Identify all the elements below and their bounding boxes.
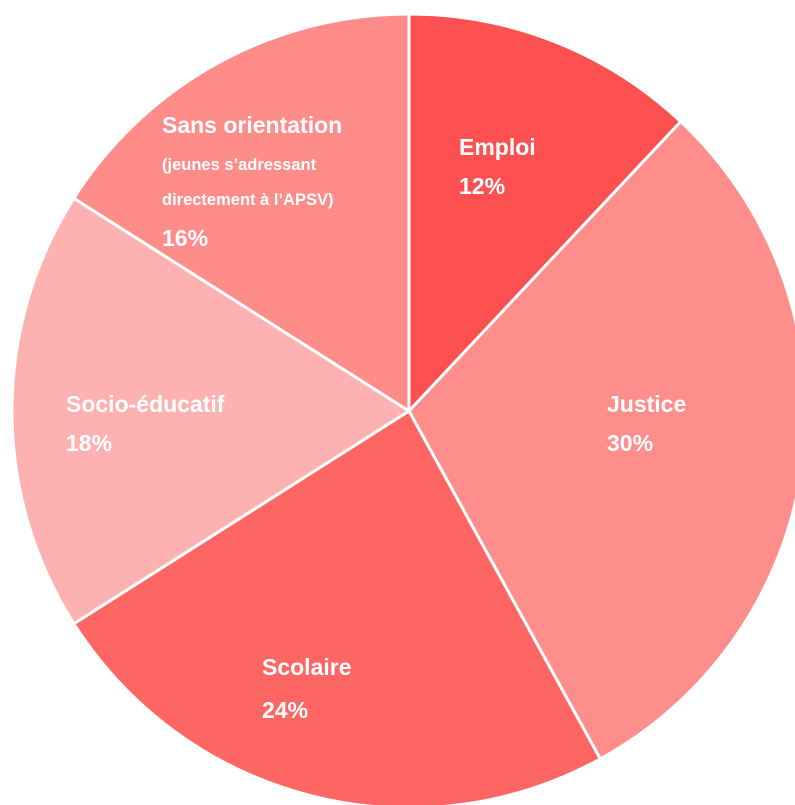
pie-slices bbox=[10, 12, 795, 805]
slice-label-sans-orientation-percent: 16% bbox=[162, 225, 208, 251]
slice-label-justice-percent: 30% bbox=[607, 430, 653, 456]
slice-label-socio-educatif-percent: 18% bbox=[66, 430, 112, 456]
pie-slice-socio-educatif bbox=[10, 196, 411, 626]
slice-label-sans-orientation-note-line-1: (jeunes s’adressant bbox=[162, 156, 317, 174]
slice-label-justice-name: Justice bbox=[607, 391, 686, 417]
slice-label-emploi: Emploi 12% bbox=[459, 134, 536, 199]
slice-label-socio-educatif: Socio-éducatif 18% bbox=[66, 391, 225, 456]
slice-label-emploi-name: Emploi bbox=[459, 134, 536, 160]
slice-label-scolaire: Scolaire 24% bbox=[262, 654, 352, 723]
slice-label-socio-educatif-name: Socio-éducatif bbox=[66, 391, 225, 417]
slice-label-scolaire-name: Scolaire bbox=[262, 654, 352, 680]
pie-slice-emploi bbox=[407, 12, 683, 413]
slice-label-sans-orientation-name: Sans orientation bbox=[162, 112, 342, 138]
slice-label-justice: Justice 30% bbox=[607, 391, 686, 456]
pie-slice-scolaire bbox=[72, 409, 602, 805]
pie-slice-justice bbox=[407, 120, 795, 761]
slice-label-emploi-percent: 12% bbox=[459, 173, 505, 199]
slice-label-sans-orientation: Sans orientation (jeunes s’adressant dir… bbox=[162, 112, 342, 251]
pie-slice-sans-orientation bbox=[72, 12, 411, 413]
slice-label-scolaire-percent: 24% bbox=[262, 697, 308, 723]
slice-label-sans-orientation-note-line-2: directement à l’APSV) bbox=[162, 191, 333, 209]
